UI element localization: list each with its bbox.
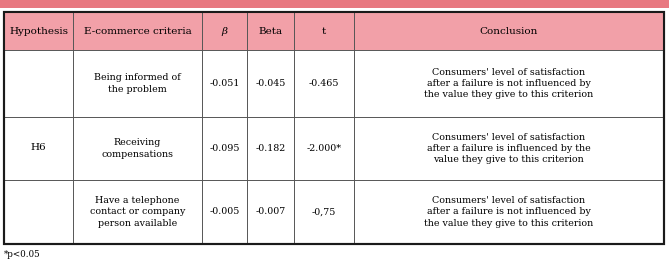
Text: Consumers' level of satisfaction
after a failure is not influenced by
the value : Consumers' level of satisfaction after a… [424,68,593,99]
Bar [4,12,664,50]
Bar [4,12,664,244]
Text: Consumers' level of satisfaction
after a failure is not influenced by
the value : Consumers' level of satisfaction after a… [424,196,593,228]
Text: -0.045: -0.045 [256,79,286,88]
Text: -0.182: -0.182 [256,144,286,153]
Text: Being informed of
the problem: Being informed of the problem [94,73,181,94]
Text: -0.007: -0.007 [256,208,286,217]
Text: Beta: Beta [259,26,283,36]
Text: Have a telephone
contact or company
person available: Have a telephone contact or company pers… [90,196,185,228]
Text: -0.095: -0.095 [209,144,240,153]
Text: E-commerce criteria: E-commerce criteria [84,26,191,36]
Text: -0,75: -0,75 [312,208,337,217]
Text: -0.051: -0.051 [209,79,240,88]
Bar [4,12,664,244]
Text: Hypothesis: Hypothesis [9,26,68,36]
Text: -2.000*: -2.000* [306,144,342,153]
Text: Conclusion: Conclusion [480,26,538,36]
Text: Receiving
compensations: Receiving compensations [102,138,174,159]
Text: -0.465: -0.465 [309,79,339,88]
Bar [0,0,669,8]
Text: β: β [221,26,227,36]
Text: H6: H6 [31,143,46,152]
Text: Consumers' level of satisfaction
after a failure is influenced by the
value they: Consumers' level of satisfaction after a… [427,133,591,164]
Text: *p<0.05: *p<0.05 [4,250,41,259]
Text: -0.005: -0.005 [209,208,240,217]
Text: t: t [322,26,326,36]
